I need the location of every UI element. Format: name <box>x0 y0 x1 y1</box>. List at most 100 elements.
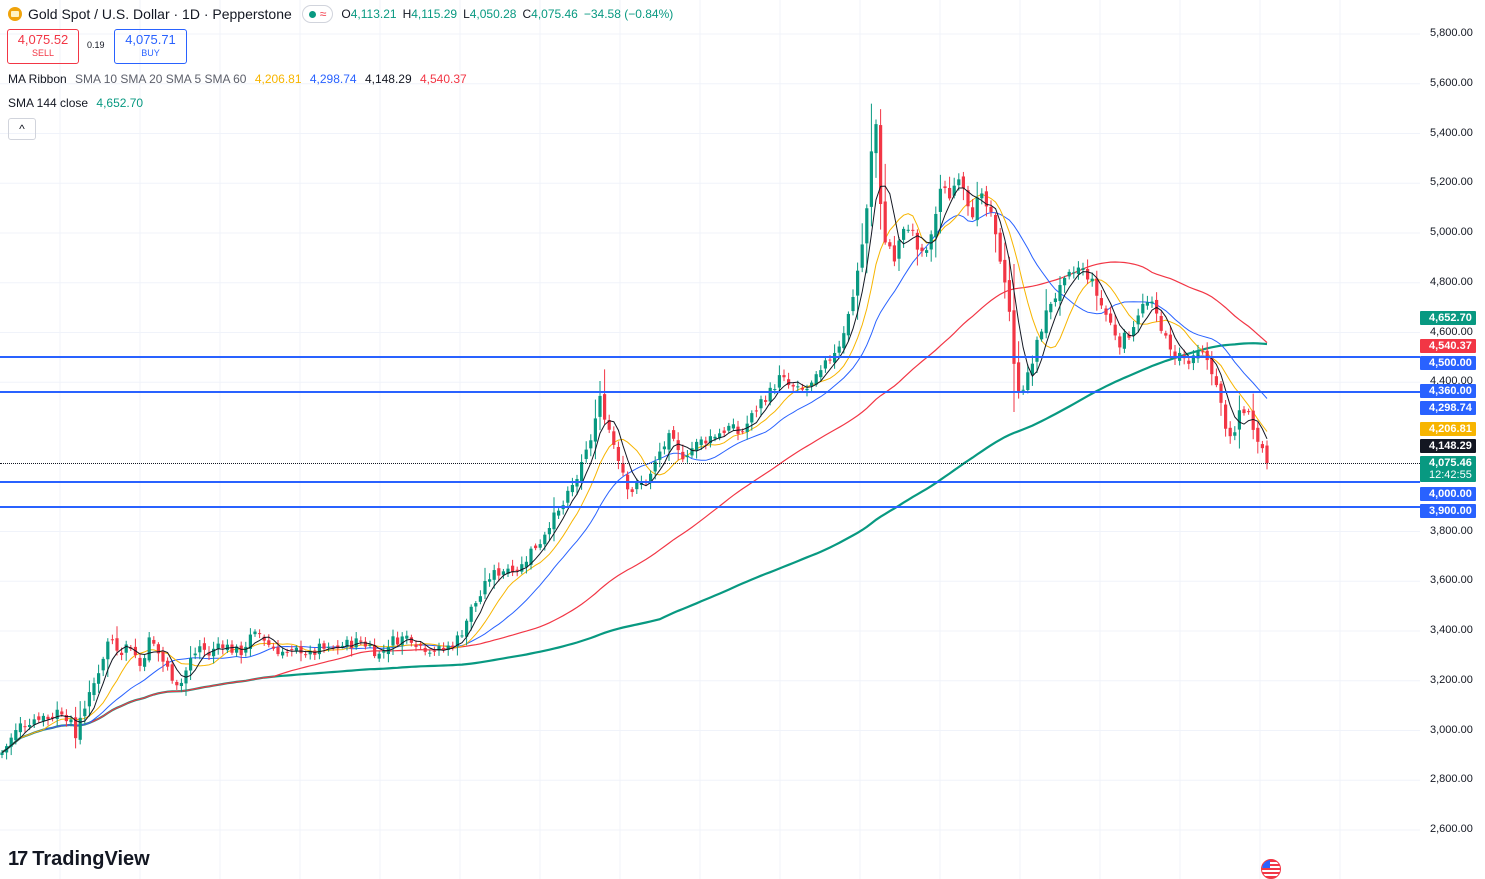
candle-up <box>460 630 464 639</box>
sma60-value: 4,540.37 <box>420 72 467 86</box>
candle-body <box>253 631 257 635</box>
candle-down <box>23 720 27 733</box>
candle-down <box>1187 356 1191 370</box>
candle-body <box>460 635 464 637</box>
candle-body <box>759 399 763 409</box>
price-badge: 4,652.70 <box>1420 311 1476 326</box>
candle-body <box>377 653 381 659</box>
candle-body <box>92 683 96 696</box>
candle-body <box>1210 358 1214 375</box>
candle-body <box>391 636 395 646</box>
candle-up <box>253 629 257 637</box>
candle-up <box>1026 364 1030 394</box>
candle-up <box>1044 289 1048 339</box>
candle-down <box>616 441 620 470</box>
level-line[interactable] <box>0 505 1420 508</box>
candle-up <box>750 410 754 431</box>
candle-up <box>874 119 878 178</box>
candle-body <box>1136 315 1140 325</box>
candle-body <box>1040 331 1044 340</box>
candle-body <box>207 652 211 656</box>
candle-down <box>1003 242 1007 299</box>
candle-down <box>276 640 280 657</box>
candle-body <box>400 636 404 646</box>
candle-body <box>474 603 478 607</box>
candle-body <box>598 395 602 417</box>
candle-body <box>465 620 469 637</box>
y-tick-label: 5,400.00 <box>1430 126 1473 139</box>
candle-body <box>575 479 579 487</box>
candle-body <box>414 644 418 647</box>
level-line[interactable] <box>0 480 1420 483</box>
candle-up <box>488 573 492 587</box>
candle-up <box>87 680 91 717</box>
candle-body <box>681 451 685 460</box>
collapse-legend-button[interactable]: ^ <box>8 118 36 140</box>
level-line[interactable] <box>0 391 1420 394</box>
candle-body <box>957 179 961 186</box>
candle-up <box>897 237 901 272</box>
candle-down <box>1247 408 1251 415</box>
us-flag-icon[interactable] <box>1261 859 1281 879</box>
status-pill[interactable]: ≈ <box>301 5 334 23</box>
candle-down <box>115 626 119 656</box>
sma20-line <box>1 211 1268 753</box>
candle-body <box>1237 410 1241 430</box>
candle-body <box>294 647 298 651</box>
candle-body <box>1141 303 1145 314</box>
candle-down <box>170 661 174 684</box>
buy-button[interactable]: 4,075.71 BUY <box>114 29 187 64</box>
candle-up <box>97 664 101 693</box>
candle-down <box>1173 345 1177 366</box>
candle-body <box>1021 389 1025 391</box>
candle-up <box>405 630 409 644</box>
candle-body <box>547 528 551 535</box>
candle-body <box>704 440 708 444</box>
candle-down <box>626 471 630 500</box>
candle-body <box>791 384 795 387</box>
candle-body <box>290 649 294 651</box>
candle-body <box>1228 427 1232 437</box>
candle-up <box>938 174 942 234</box>
ma-ribbon-legend[interactable]: MA Ribbon SMA 10 SMA 20 SMA 5 SMA 60 4,2… <box>8 72 472 86</box>
candle-up <box>1150 296 1154 308</box>
candle-body <box>193 653 197 656</box>
candle-body <box>952 185 956 196</box>
candle-body <box>9 737 13 747</box>
candle-body <box>653 461 657 472</box>
candle-body <box>672 430 676 439</box>
price-badge-value: 4,206.81 <box>1429 423 1472 436</box>
candle-down <box>704 436 708 450</box>
candle-down <box>1164 330 1168 339</box>
candle-up <box>124 640 128 661</box>
symbol-title[interactable]: Gold Spot / U.S. Dollar · 1D · Peppersto… <box>28 6 292 22</box>
candle-body <box>97 673 101 684</box>
candle-up <box>777 365 781 392</box>
candle-down <box>915 229 919 266</box>
candle-body <box>161 651 165 662</box>
candle-up <box>823 357 827 373</box>
candle-up <box>662 441 666 455</box>
candle-body <box>731 424 735 429</box>
candle-body <box>304 654 308 656</box>
candle-down <box>74 706 78 749</box>
sell-button[interactable]: 4,075.52 SELL <box>7 29 79 64</box>
level-line[interactable] <box>0 356 1420 359</box>
candle-body <box>221 644 225 649</box>
candle-down <box>621 455 625 477</box>
candle-body <box>1118 336 1122 348</box>
gold-coin-icon <box>8 7 22 21</box>
candle-body <box>267 640 271 645</box>
candle-up <box>860 223 864 273</box>
tradingview-logo[interactable]: 17 TradingView <box>8 848 150 871</box>
candle-body <box>851 296 855 312</box>
sma5-line <box>1 185 1268 753</box>
sma144-legend[interactable]: SMA 144 close 4,652.70 <box>8 96 148 110</box>
candle-up <box>667 429 671 461</box>
candle-body <box>713 436 717 439</box>
price-badge-value: 4,000.00 <box>1429 488 1472 501</box>
candle-up <box>317 638 321 660</box>
candle-body <box>1251 410 1255 430</box>
candle-body <box>580 461 584 483</box>
